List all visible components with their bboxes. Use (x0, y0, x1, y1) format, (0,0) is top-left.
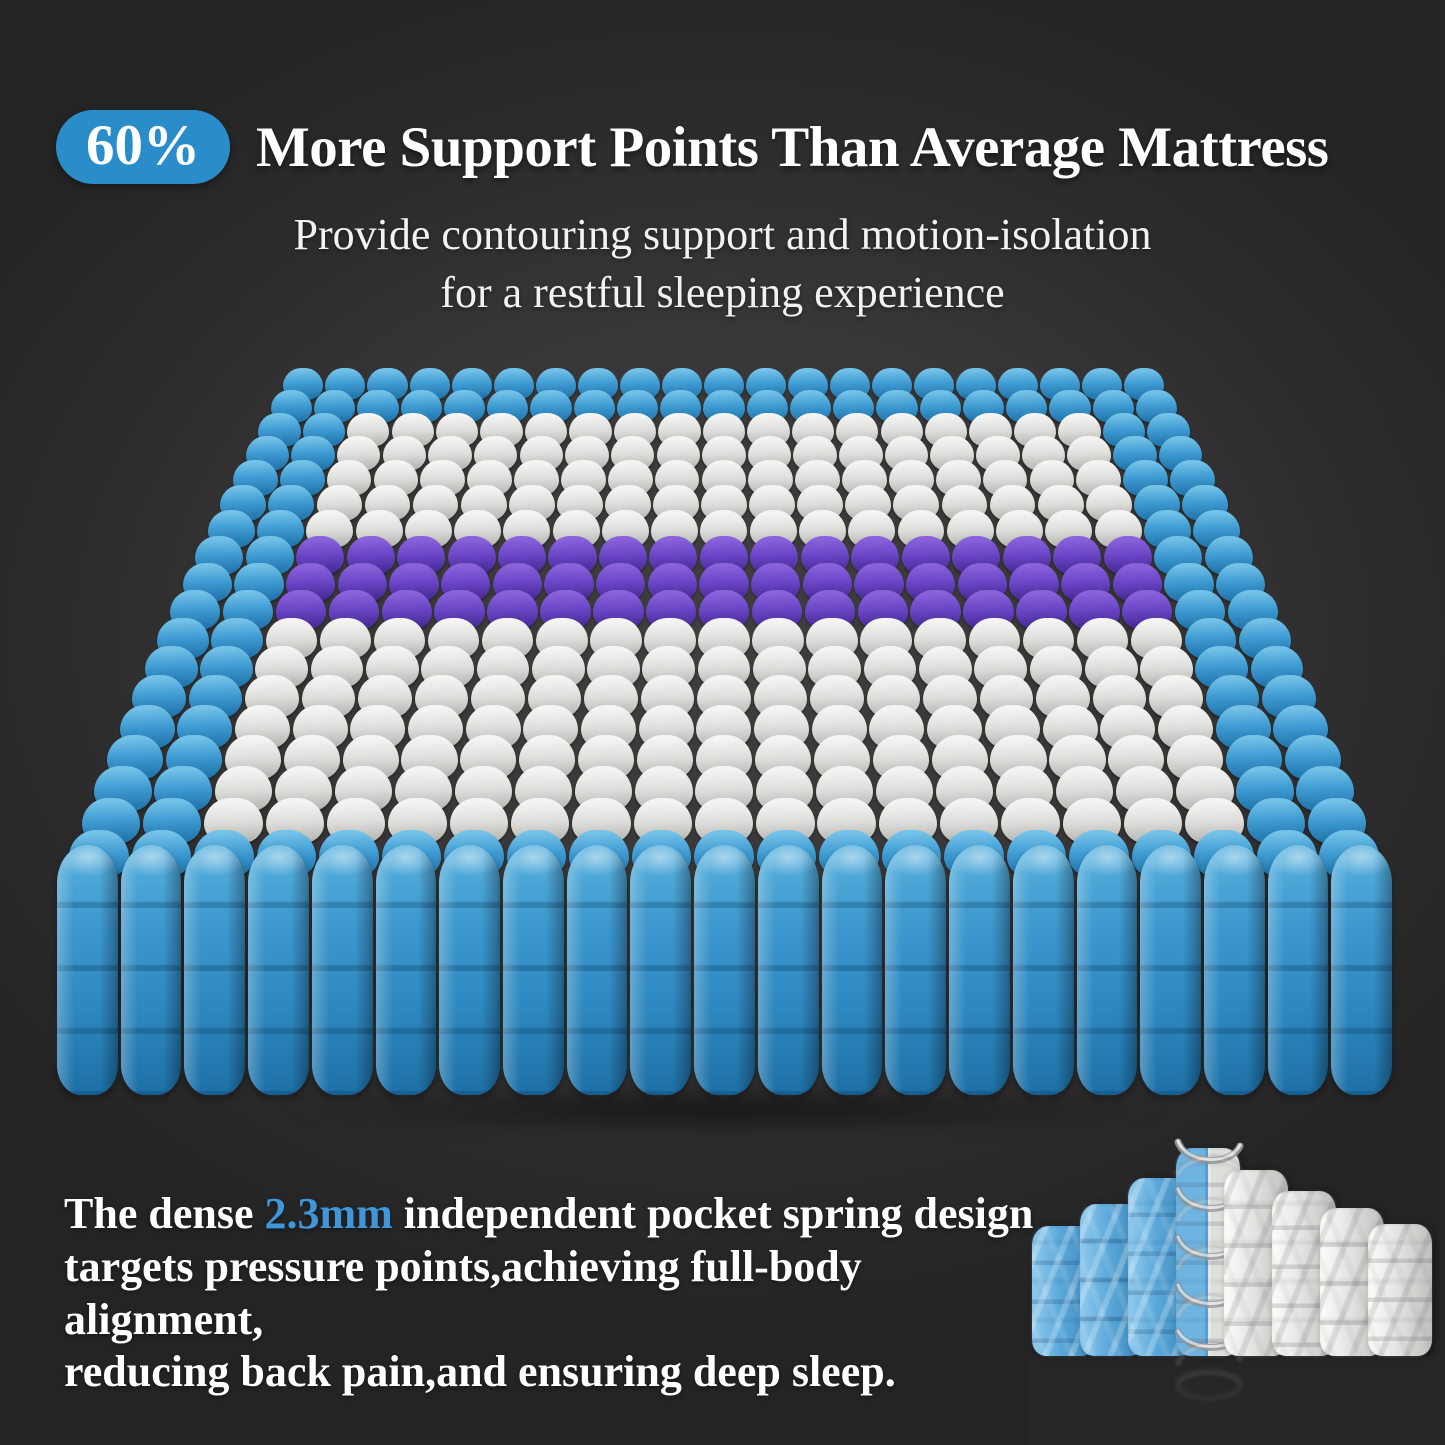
subtitle-line-1: Provide contouring support and motion-is… (293, 210, 1152, 259)
reflection-fade-overlay (1028, 1356, 1440, 1445)
front-coil (311, 845, 373, 1095)
front-coil (566, 845, 628, 1095)
support-text-line-1: The dense 2.3mm independent pocket sprin… (64, 1188, 1044, 1241)
subtitle: Provide contouring support and motion-is… (0, 206, 1445, 322)
support-text-post: independent pocket spring design (392, 1189, 1034, 1238)
pocket-spring-row (1032, 1138, 1432, 1356)
page-title: More Support Points Than Average Mattres… (256, 115, 1329, 179)
pocket-spring (1368, 1224, 1432, 1356)
front-coil (503, 845, 564, 1095)
front-coil (439, 845, 501, 1095)
front-coil (1331, 845, 1393, 1095)
subtitle-line-2: for a restful sleeping experience (440, 268, 1005, 318)
front-coil (757, 845, 819, 1095)
support-text-line-2: targets pressure points,achieving full-b… (64, 1241, 862, 1344)
front-coil (630, 845, 692, 1095)
front-coil (1203, 845, 1265, 1095)
front-coil (248, 845, 309, 1095)
front-coil (1140, 845, 1201, 1095)
front-coil (949, 845, 1010, 1095)
coil-row (258, 412, 1190, 447)
front-coil (1012, 845, 1074, 1095)
front-coil (120, 845, 182, 1095)
front-coil (184, 845, 246, 1095)
front-coil (885, 845, 947, 1095)
support-text-pre: The dense (64, 1189, 265, 1238)
front-coil (1267, 845, 1329, 1095)
mattress-front-coil-row (57, 845, 1393, 1095)
front-coil (57, 845, 118, 1095)
front-coil (821, 845, 883, 1095)
support-text-line-3: reducing back pain,and ensuring deep sle… (64, 1347, 896, 1397)
headline-row: 60% More Support Points Than Average Mat… (56, 110, 1415, 184)
support-text: The dense 2.3mm independent pocket sprin… (64, 1188, 1044, 1399)
spring-size-highlight: 2.3mm (264, 1189, 393, 1238)
percent-badge: 60% (56, 110, 230, 184)
front-coil (694, 845, 755, 1095)
pocket-spring-illustration (1028, 1138, 1440, 1445)
front-coil (1076, 845, 1138, 1095)
pocket-spring (1368, 1225, 1432, 1357)
front-coil (375, 845, 437, 1095)
pocket-spring-reflection (1032, 1149, 1432, 1402)
